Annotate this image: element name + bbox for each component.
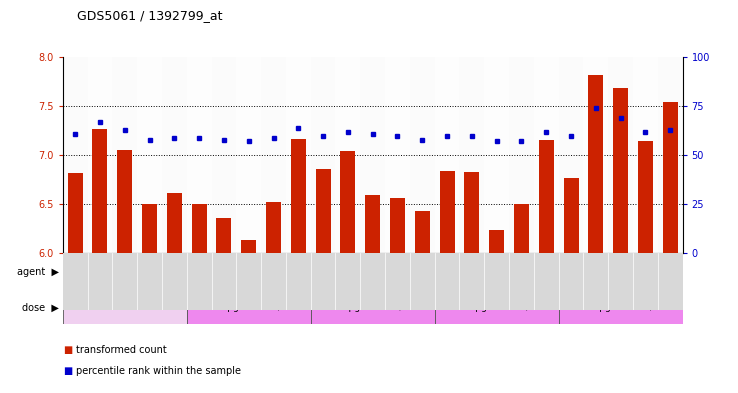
Bar: [137, 57, 162, 253]
Bar: [435, 253, 460, 310]
Bar: [261, 253, 286, 310]
Bar: [311, 254, 683, 290]
Text: 8 μg nicotine/l: 8 μg nicotine/l: [340, 303, 405, 312]
Bar: [365, 195, 380, 253]
Text: 15 μg nicotine/l: 15 μg nicotine/l: [461, 303, 532, 312]
Text: ■: ■: [63, 366, 72, 376]
Bar: [658, 253, 683, 310]
Bar: [534, 253, 559, 310]
Bar: [588, 75, 603, 253]
Bar: [410, 57, 435, 253]
Bar: [63, 254, 187, 290]
Bar: [489, 230, 504, 253]
Bar: [584, 253, 608, 310]
Text: ■: ■: [63, 345, 72, 355]
Bar: [137, 253, 162, 310]
Bar: [484, 253, 509, 310]
Bar: [464, 172, 479, 253]
Bar: [63, 292, 187, 323]
Bar: [316, 169, 331, 253]
Text: percentile rank within the sample: percentile rank within the sample: [76, 366, 241, 376]
Bar: [216, 218, 231, 253]
Text: transformed count: transformed count: [76, 345, 167, 355]
Bar: [187, 253, 212, 310]
Bar: [385, 253, 410, 310]
Bar: [112, 57, 137, 253]
Bar: [336, 57, 360, 253]
Bar: [142, 204, 157, 253]
Text: control: control: [109, 303, 140, 312]
Bar: [584, 57, 608, 253]
Bar: [360, 57, 385, 253]
Bar: [167, 193, 182, 253]
Bar: [385, 57, 410, 253]
Text: dose  ▶: dose ▶: [22, 303, 59, 312]
Bar: [63, 253, 88, 310]
Bar: [311, 253, 336, 310]
Bar: [509, 57, 534, 253]
Bar: [336, 253, 360, 310]
Bar: [117, 151, 132, 253]
Bar: [484, 57, 509, 253]
Bar: [212, 253, 236, 310]
Bar: [559, 57, 584, 253]
Bar: [509, 253, 534, 310]
Bar: [539, 140, 554, 253]
Bar: [88, 57, 112, 253]
Bar: [187, 292, 311, 323]
Bar: [435, 292, 559, 323]
Bar: [514, 204, 529, 253]
Text: fresh air: fresh air: [106, 268, 143, 277]
Text: GDS5061 / 1392799_at: GDS5061 / 1392799_at: [77, 9, 223, 22]
Bar: [162, 253, 187, 310]
Bar: [435, 57, 460, 253]
Bar: [633, 57, 658, 253]
Bar: [212, 57, 236, 253]
Bar: [311, 57, 336, 253]
Bar: [440, 171, 455, 253]
Bar: [559, 292, 683, 323]
Bar: [534, 57, 559, 253]
Bar: [663, 102, 677, 253]
Bar: [68, 173, 83, 253]
Bar: [460, 253, 484, 310]
Bar: [360, 253, 385, 310]
Bar: [564, 178, 579, 253]
Bar: [633, 253, 658, 310]
Bar: [88, 253, 112, 310]
Text: conventional 3R4F smoke: conventional 3R4F smoke: [438, 268, 555, 277]
Bar: [112, 253, 137, 310]
Bar: [613, 88, 628, 253]
Text: agent  ▶: agent ▶: [17, 267, 59, 277]
Bar: [187, 57, 212, 253]
Bar: [261, 57, 286, 253]
Bar: [63, 57, 88, 253]
Bar: [236, 57, 261, 253]
Bar: [608, 57, 633, 253]
Bar: [415, 211, 430, 253]
Bar: [340, 151, 355, 253]
Bar: [286, 253, 311, 310]
Bar: [192, 204, 207, 253]
Bar: [608, 253, 633, 310]
Bar: [92, 129, 107, 253]
Bar: [311, 292, 435, 323]
Bar: [286, 57, 311, 253]
Bar: [187, 254, 311, 290]
Bar: [559, 253, 584, 310]
Bar: [390, 198, 405, 253]
Bar: [410, 253, 435, 310]
Bar: [460, 57, 484, 253]
Bar: [658, 57, 683, 253]
Bar: [266, 202, 281, 253]
Bar: [241, 240, 256, 253]
Bar: [291, 139, 306, 253]
Text: 23 μg nicotine/l: 23 μg nicotine/l: [213, 303, 284, 312]
Bar: [162, 57, 187, 253]
Bar: [236, 253, 261, 310]
Bar: [638, 141, 653, 253]
Text: modified risk pMRTP smoke: modified risk pMRTP smoke: [187, 268, 311, 277]
Text: 23 μg nicotine/l: 23 μg nicotine/l: [585, 303, 656, 312]
